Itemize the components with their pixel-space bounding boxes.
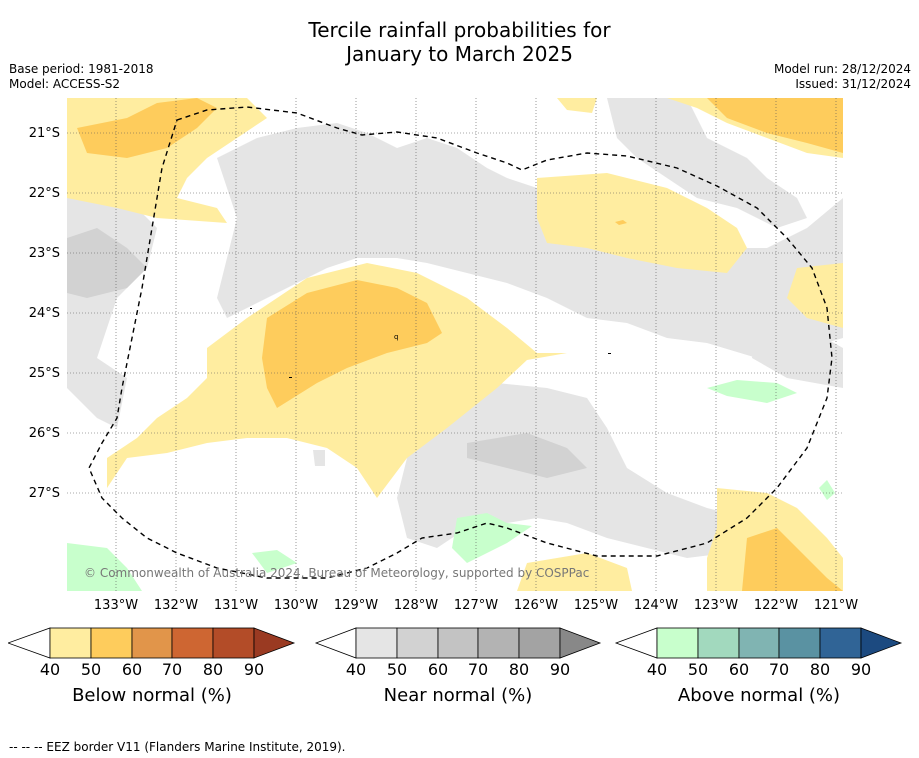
- footer-eez-note: -- -- -- EEZ border V11 (Flanders Marine…: [9, 740, 346, 754]
- cb-near-tick-80: 80: [508, 660, 530, 679]
- colorbar-above: [614, 627, 903, 659]
- colorbar-near: [314, 627, 602, 659]
- eez-border: [88, 106, 833, 579]
- lon-label-132: 132°W: [153, 598, 199, 613]
- issued-date: Issued: 31/12/2024: [795, 77, 911, 91]
- cb-below-tick-90: 90: [243, 660, 265, 679]
- lat-label-27: 27°S: [28, 486, 60, 501]
- above-normal-40-regions: [67, 380, 835, 591]
- lon-label-123: 123°W: [693, 598, 739, 613]
- lat-label-21: 21°S: [28, 126, 60, 141]
- cb-near-tick-50: 50: [386, 660, 408, 679]
- lat-label-25: 25°S: [28, 366, 60, 381]
- map-area[interactable]: q: [67, 98, 843, 591]
- lon-label-122: 122°W: [753, 598, 799, 613]
- below-normal-50-regions: [77, 98, 843, 591]
- cb-near-tick-70: 70: [467, 660, 489, 679]
- lon-label-128: 128°W: [393, 598, 439, 613]
- colorbar-near-label: Near normal (%): [383, 685, 533, 706]
- colorbar-below: [8, 627, 296, 659]
- lon-label-126: 126°W: [513, 598, 559, 613]
- lon-label-133: 133°W: [93, 598, 139, 613]
- meta-left: Base period: 1981-2018 Model: ACCESS-S2: [9, 62, 154, 92]
- cb-near-tick-90: 90: [549, 660, 571, 679]
- cb-above-tick-70: 70: [768, 660, 790, 679]
- cb-below-tick-70: 70: [161, 660, 183, 679]
- base-period: Base period: 1981-2018: [9, 62, 154, 76]
- lon-label-129: 129°W: [333, 598, 379, 613]
- lat-label-23: 23°S: [28, 246, 60, 261]
- cb-above-tick-50: 50: [687, 660, 709, 679]
- copyright-text: © Commonwealth of Australia 2024, Bureau…: [84, 566, 590, 580]
- lat-label-26: 26°S: [28, 426, 60, 441]
- lat-label-24: 24°S: [28, 306, 60, 321]
- grid-lines: [67, 98, 843, 591]
- probability-map: q: [67, 98, 843, 591]
- cb-above-tick-80: 80: [809, 660, 831, 679]
- lat-label-22: 22°S: [28, 186, 60, 201]
- colorbar-below-label: Below normal (%): [72, 685, 232, 706]
- cb-above-tick-40: 40: [646, 660, 668, 679]
- cb-below-tick-80: 80: [202, 660, 224, 679]
- cb-below-tick-60: 60: [121, 660, 143, 679]
- lon-label-124: 124°W: [633, 598, 679, 613]
- colorbars: [8, 627, 903, 659]
- model-run: Model run: 28/12/2024: [773, 62, 911, 76]
- title-line-2: January to March 2025: [346, 42, 573, 66]
- cb-below-tick-40: 40: [39, 660, 61, 679]
- cb-near-tick-60: 60: [427, 660, 449, 679]
- model-name: Model: ACCESS-S2: [9, 77, 121, 91]
- colorbar-above-label: Above normal (%): [677, 685, 841, 706]
- cb-above-tick-90: 90: [850, 660, 872, 679]
- cb-near-tick-40: 40: [345, 660, 367, 679]
- lon-label-121: 121°W: [813, 598, 859, 613]
- near-normal-50-regions: [67, 228, 587, 478]
- chart-title: Tercile rainfall probabilities for Janua…: [0, 18, 919, 66]
- lon-label-131: 131°W: [213, 598, 259, 613]
- cb-below-tick-50: 50: [80, 660, 102, 679]
- meta-right: Model run: 28/12/2024 Issued: 31/12/2024: [774, 62, 911, 92]
- lon-label-130: 130°W: [273, 598, 319, 613]
- cb-above-tick-60: 60: [728, 660, 750, 679]
- lon-label-127: 127°W: [453, 598, 499, 613]
- lon-label-125: 125°W: [573, 598, 619, 613]
- map-speck-label: q: [394, 333, 398, 341]
- title-line-1: Tercile rainfall probabilities for: [308, 18, 611, 42]
